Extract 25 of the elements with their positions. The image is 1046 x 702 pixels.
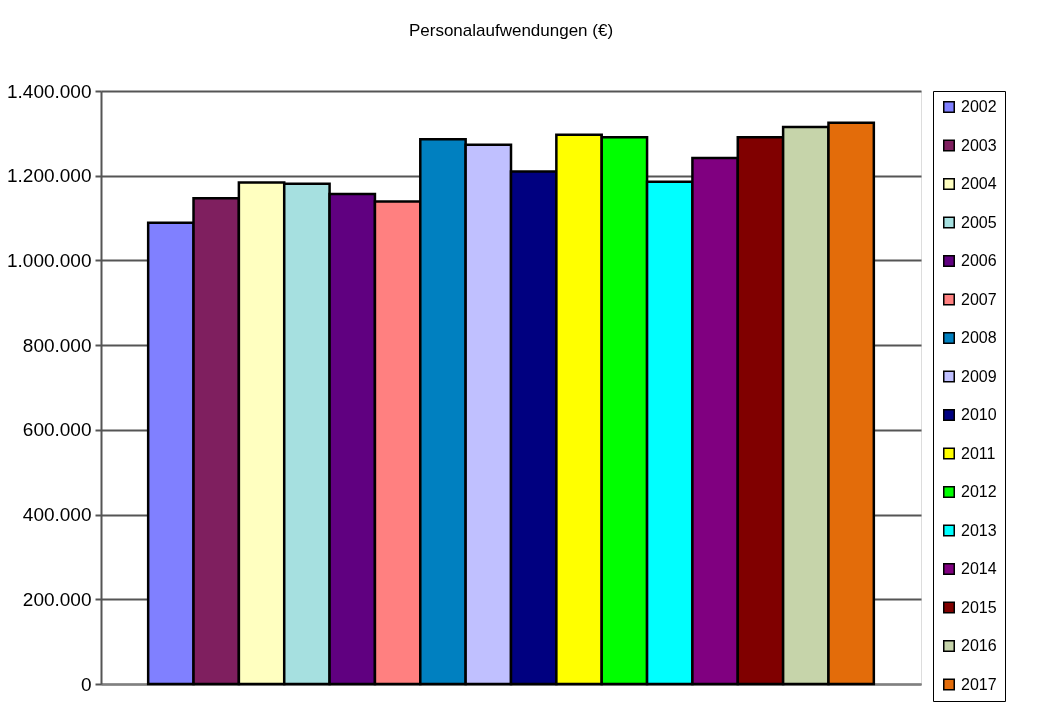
y-tick-label: 600.000 xyxy=(22,419,92,441)
legend-label: 2011 xyxy=(961,444,996,462)
legend-label: 2002 xyxy=(961,98,997,115)
y-tick-label: 1.400.000 xyxy=(6,80,92,102)
chart-title: Personalaufwendungen (€) xyxy=(408,21,614,40)
legend-label: 2004 xyxy=(961,175,997,192)
legend-label: 2016 xyxy=(961,637,997,654)
legend-label: 2003 xyxy=(961,136,997,154)
y-tick-label: 400.000 xyxy=(22,504,92,526)
legend-label: 2008 xyxy=(961,329,997,346)
legend-label: 2013 xyxy=(961,521,997,539)
legend-label: 2010 xyxy=(961,406,997,423)
y-tick-label: 200.000 xyxy=(22,588,92,610)
y-tick-label: 800.000 xyxy=(22,334,92,356)
y-tick-label: 0 xyxy=(80,673,92,695)
legend-label: 2006 xyxy=(961,252,997,269)
legend-label: 2012 xyxy=(961,483,997,500)
y-tick-label: 1.200.000 xyxy=(6,165,92,187)
legend-label: 2009 xyxy=(961,367,997,385)
legend-label: 2005 xyxy=(961,213,997,231)
y-tick-label: 1.000.000 xyxy=(6,249,92,271)
legend-label: 2015 xyxy=(961,598,997,616)
legend-label: 2007 xyxy=(961,290,997,308)
legend-label: 2014 xyxy=(961,560,997,577)
legend-label: 2017 xyxy=(961,675,997,693)
